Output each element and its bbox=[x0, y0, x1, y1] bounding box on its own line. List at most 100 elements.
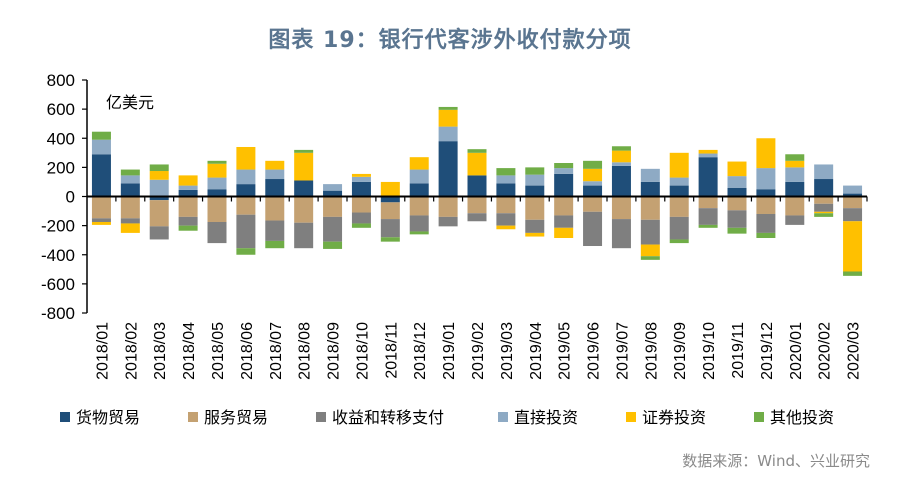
bar-segment bbox=[438, 141, 458, 197]
bar-segment bbox=[91, 131, 111, 140]
y-tick-label: -800 bbox=[41, 304, 75, 323]
x-tick-label: 2018/04 bbox=[181, 322, 198, 380]
bar-segment bbox=[814, 196, 834, 204]
bar-segment bbox=[727, 176, 747, 188]
bar-segment bbox=[525, 196, 545, 220]
bar-segment bbox=[785, 215, 805, 225]
bar-segment bbox=[843, 185, 863, 194]
x-tick-label: 2019/03 bbox=[499, 322, 516, 380]
y-tick-label: 200 bbox=[47, 158, 75, 177]
bar-segment bbox=[467, 149, 487, 153]
legend-label: 其他投资 bbox=[770, 408, 834, 427]
bar-segment bbox=[756, 189, 776, 197]
x-tick-label: 2019/04 bbox=[528, 322, 545, 380]
bar-segment bbox=[525, 185, 545, 197]
bar-segment bbox=[785, 160, 805, 168]
x-tick-label: 2019/08 bbox=[643, 322, 660, 380]
chart-title: 图表 19：银行代客涉外收付款分项 bbox=[268, 28, 632, 53]
bar-segment bbox=[236, 248, 256, 255]
bar-segment bbox=[409, 169, 429, 184]
bar-segment bbox=[496, 213, 516, 226]
y-tick-label: -200 bbox=[41, 217, 75, 236]
x-tick-label: 2018/03 bbox=[152, 322, 169, 380]
bar-segment bbox=[554, 215, 574, 228]
bar-segment bbox=[611, 146, 631, 151]
bar-segment bbox=[843, 271, 863, 276]
bar-segment bbox=[236, 169, 256, 185]
bar-segment bbox=[698, 224, 718, 228]
bar-segment bbox=[149, 171, 169, 180]
bar-segment bbox=[207, 160, 227, 164]
bar-segment bbox=[611, 165, 631, 197]
bar-segment bbox=[351, 173, 371, 177]
bar-segment bbox=[91, 139, 111, 155]
bar-segment bbox=[91, 196, 111, 219]
bar-segment bbox=[756, 232, 776, 239]
bar-segment bbox=[554, 196, 574, 216]
bar-segment bbox=[698, 153, 718, 158]
bar-segment bbox=[756, 138, 776, 169]
bar-segment bbox=[323, 196, 343, 217]
bar-segment bbox=[583, 211, 603, 247]
bar-segment bbox=[207, 163, 227, 178]
bar-segment bbox=[727, 187, 747, 197]
bar-segment bbox=[698, 196, 718, 209]
x-tick-label: 2019/10 bbox=[701, 322, 718, 380]
bar-segment bbox=[178, 185, 198, 190]
x-tick-label: 2019/12 bbox=[759, 322, 776, 380]
bar-segment bbox=[467, 213, 487, 222]
bar-segment bbox=[351, 181, 371, 197]
x-tick-label: 2020/01 bbox=[788, 322, 805, 380]
bar-segment bbox=[178, 175, 198, 186]
bar-segment bbox=[727, 196, 747, 211]
bar-segment bbox=[669, 185, 689, 197]
legend-swatch bbox=[498, 412, 508, 422]
bar-segment bbox=[611, 219, 631, 249]
bar-segment bbox=[611, 162, 631, 166]
bar-segment bbox=[236, 196, 256, 215]
y-tick-label: -400 bbox=[41, 246, 75, 265]
x-tick-label: 2019/02 bbox=[470, 322, 487, 380]
bar-segment bbox=[351, 223, 371, 228]
bar-segment bbox=[756, 213, 776, 233]
bar-segment bbox=[178, 189, 198, 197]
x-tick-label: 2020/02 bbox=[817, 322, 834, 380]
bar-segment bbox=[120, 175, 140, 184]
bar-segment bbox=[554, 227, 574, 239]
bar-segment bbox=[149, 164, 169, 172]
source-note: 数据来源：Wind、兴业研究 bbox=[682, 452, 870, 470]
bar-segment bbox=[814, 179, 834, 197]
x-tick-label: 2019/11 bbox=[730, 322, 747, 379]
bar-segment bbox=[525, 167, 545, 175]
bar-segment bbox=[236, 184, 256, 197]
legend-label: 货物贸易 bbox=[76, 408, 140, 427]
bar-segment bbox=[380, 202, 400, 220]
bar-segment bbox=[323, 184, 343, 191]
y-tick-label: 600 bbox=[47, 100, 75, 119]
bar-segment bbox=[351, 212, 371, 224]
bar-segment bbox=[294, 196, 314, 223]
unit-label: 亿美元 bbox=[106, 93, 154, 112]
bar-segment bbox=[207, 189, 227, 197]
bar-segment bbox=[207, 196, 227, 222]
bar-segment bbox=[727, 210, 747, 228]
x-tick-label: 2018/10 bbox=[354, 322, 371, 380]
x-tick-label: 2018/02 bbox=[123, 322, 140, 380]
bar-segment bbox=[91, 218, 111, 222]
bar-segment bbox=[611, 196, 631, 220]
x-tick-label: 2020/03 bbox=[846, 322, 863, 380]
bar-segment bbox=[380, 196, 400, 203]
y-tick-label: 800 bbox=[47, 71, 75, 90]
bar-segment bbox=[583, 185, 603, 197]
y-tick-label: 0 bbox=[66, 188, 75, 207]
bar-segment bbox=[265, 240, 285, 249]
bar-segment bbox=[467, 152, 487, 176]
bar-segment bbox=[380, 237, 400, 242]
bar-segment bbox=[814, 211, 834, 214]
bar-segment bbox=[294, 152, 314, 181]
x-tick-label: 2018/08 bbox=[297, 322, 314, 380]
bar-segment bbox=[409, 231, 429, 235]
bar-segment bbox=[294, 180, 314, 197]
